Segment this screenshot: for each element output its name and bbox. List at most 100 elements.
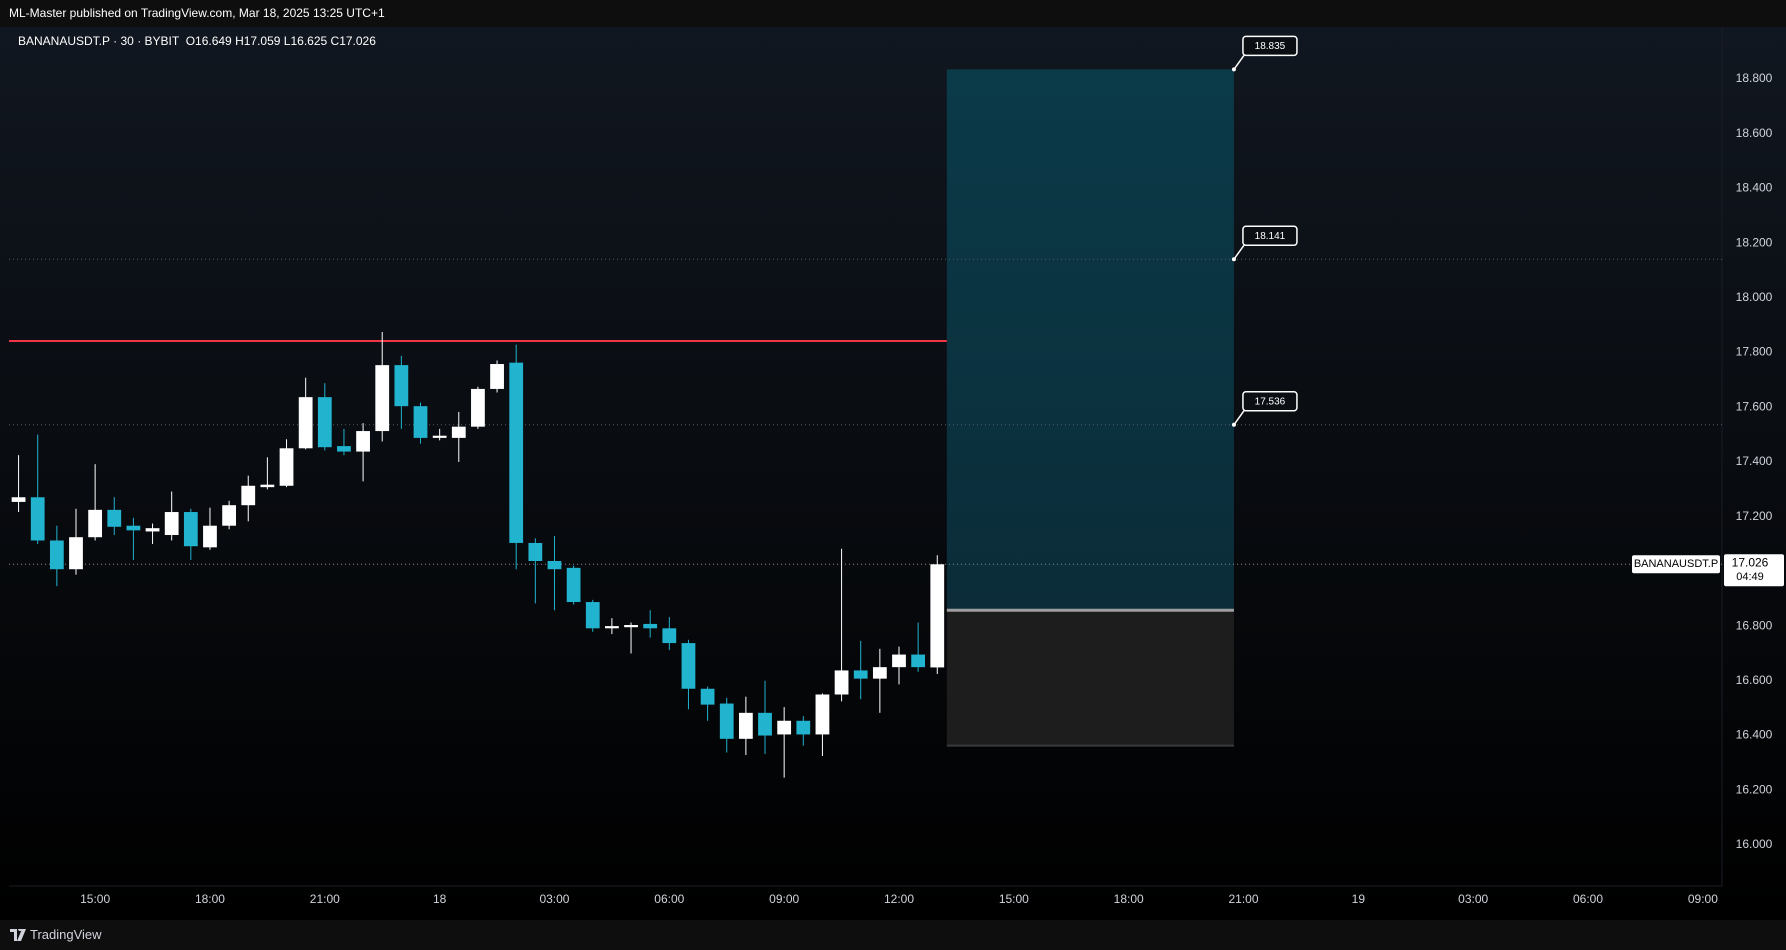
x-tick-label: 06:00 [654,892,684,906]
candle-body [834,670,849,695]
candle-body [432,435,447,438]
candle-body [145,528,160,532]
x-tick-label: 21:00 [1228,892,1258,906]
candle-body [872,667,887,679]
candle-body [260,484,275,488]
candle-body [126,525,141,531]
candle-body [796,720,811,735]
publish-header: ML-Master published on TradingView.com, … [0,0,1786,27]
y-tick-label: 18.600 [1736,126,1773,140]
candle-body [107,509,122,527]
candle-body [337,446,351,452]
callout-box [1242,35,1298,57]
x-tick-label: 21:00 [310,892,340,906]
candle-body [911,654,926,668]
y-tick-label: 16.800 [1736,618,1773,632]
callout-label: 18.835 [1255,41,1286,52]
callout-leader [1233,410,1245,426]
candle-body [605,626,619,629]
price-tag-box [1724,554,1784,587]
exchange: BYBIT [144,34,180,48]
candle-body [279,448,294,486]
callout-box [1242,391,1298,412]
ohlc-value: 17.026 [339,34,376,48]
candle-body [585,602,600,629]
x-tick-label: 18:00 [195,892,225,906]
candle-body [719,703,734,739]
y-tick-label: 18.800 [1736,71,1773,85]
y-tick-label: 16.400 [1736,728,1773,742]
candle-body [758,712,772,736]
separator: · [137,34,142,48]
candle-body [643,623,658,629]
x-tick-label: 18:00 [1114,892,1144,906]
candle-body [241,485,256,506]
y-tick-label: 18.000 [1736,290,1773,304]
callout-anchor [1231,422,1236,427]
callout-label: 18.141 [1255,231,1286,242]
candle-body [183,512,198,547]
candle-body [356,431,370,452]
x-tick-label: 09:00 [769,892,799,906]
candle-body [624,625,638,628]
chart: 16.000 16.200 16.400 16.600 16.800 17.200 17.4… [0,27,1786,920]
candle-body [203,525,217,548]
x-tick-label: 06:00 [1573,892,1603,906]
candle-body [490,364,504,389]
candle-body [853,670,868,679]
last-price-label: 17.026 [1732,555,1769,569]
separator: · [113,34,118,48]
candle-body [49,540,64,570]
candle-body [471,388,485,427]
x-tick-label: 18 [433,892,447,906]
y-tick-label: 16.200 [1736,782,1773,796]
symbol-tag: BANANAUSDT.P [1634,558,1718,570]
y-tick-label: 17.400 [1736,454,1773,468]
brand-logo [10,929,26,941]
brand-name: TradingView [30,927,102,942]
y-tick-label: 18.400 [1736,181,1773,195]
candle-body [88,509,103,538]
candle-body [700,688,715,705]
candle-body [30,497,45,541]
candle-body [11,497,26,502]
candle-body [69,537,83,570]
candle-body [777,720,792,735]
candle-body [892,654,906,668]
symbol-tag-box [1632,555,1720,574]
ohlc-value: 16.625 [290,34,328,48]
symbol-legend: BANANAUSDT.P · 30 · BYBIT O16.649 H17.05… [18,34,376,48]
y-tick-label: 16.600 [1736,673,1773,687]
candle-body [738,712,753,739]
stop-zone [946,610,1234,746]
target-zone [946,69,1234,611]
ohlc-value: 16.649 [195,34,232,48]
candle-body [566,567,581,603]
callout-leader [1233,244,1245,260]
x-tick-label: 12:00 [884,892,914,906]
ohlc-letter: O [185,34,196,48]
callout-anchor [1231,257,1236,262]
y-tick-label: 17.800 [1736,345,1773,359]
candle-body [164,512,179,536]
candle-body [509,362,524,543]
x-tick-label: 03:00 [1458,892,1488,906]
symbol: BANANAUSDT.P [18,34,110,48]
candle-body [547,561,562,570]
y-tick-label: 16.000 [1736,837,1773,851]
x-tick-label: 15:00 [80,892,110,906]
x-tick-label: 09:00 [1688,892,1718,906]
candle-body [222,505,236,526]
footer: TradingView [0,920,1786,950]
countdown-label: 04:49 [1736,571,1764,583]
chart-background [0,27,1786,920]
candle-body [662,628,677,644]
candle-body [298,397,313,449]
interval: 30 [120,34,134,48]
x-tick-label: 03:00 [539,892,569,906]
candle-body [930,564,945,668]
candle-body [317,397,332,448]
y-tick-label: 17.200 [1736,509,1773,523]
candle-body [375,365,390,432]
